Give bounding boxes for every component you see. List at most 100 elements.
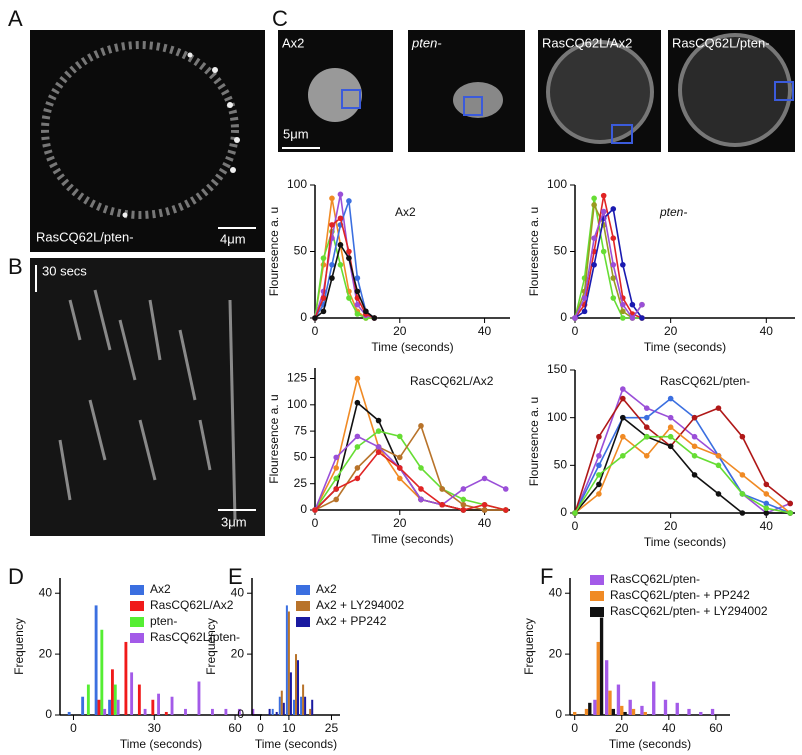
data-point bbox=[371, 315, 378, 321]
data-point bbox=[375, 449, 382, 455]
bar bbox=[86, 684, 90, 715]
data-point bbox=[333, 454, 339, 461]
series-line bbox=[314, 401, 506, 511]
data-point bbox=[763, 491, 770, 497]
panel-label: A bbox=[8, 6, 23, 31]
data-point bbox=[320, 255, 327, 261]
bar bbox=[237, 708, 241, 715]
bar bbox=[251, 708, 255, 715]
data-point bbox=[581, 308, 588, 315]
data-point bbox=[363, 308, 369, 315]
data-point bbox=[600, 192, 607, 199]
data-point bbox=[460, 507, 467, 513]
data-point bbox=[375, 444, 382, 450]
x-tick-label: 30 bbox=[148, 721, 162, 735]
data-point bbox=[787, 500, 794, 507]
data-point bbox=[502, 507, 509, 513]
bar bbox=[278, 696, 281, 715]
bar bbox=[652, 681, 656, 715]
roi-box bbox=[774, 81, 794, 101]
data-point bbox=[610, 295, 617, 301]
image-label: RasCQ62L/pten- bbox=[36, 229, 134, 244]
x-axis-label: Time (seconds) bbox=[371, 340, 453, 354]
data-point bbox=[375, 428, 382, 434]
data-point bbox=[439, 501, 445, 508]
chart-title: pten- bbox=[659, 205, 687, 219]
series-line bbox=[314, 430, 506, 511]
bar bbox=[113, 684, 117, 715]
data-point bbox=[643, 405, 650, 411]
x-axis-label: Time (seconds) bbox=[644, 535, 726, 549]
bar bbox=[309, 708, 312, 715]
x-tick-label: 20 bbox=[393, 324, 407, 338]
bar bbox=[67, 711, 71, 715]
data-point bbox=[460, 496, 467, 503]
x-tick-label: 60 bbox=[709, 721, 723, 735]
data-point bbox=[715, 405, 722, 411]
bar bbox=[616, 684, 621, 715]
data-point bbox=[329, 222, 335, 228]
bar bbox=[311, 699, 314, 715]
x-tick-label: 40 bbox=[478, 516, 492, 530]
legend-label: RasCQ62L/pten- + PP242 bbox=[610, 588, 750, 602]
y-tick-label: 0 bbox=[300, 502, 307, 516]
x-axis-label: Time (seconds) bbox=[609, 737, 691, 751]
y-tick-label: 0 bbox=[560, 505, 567, 519]
data-point bbox=[481, 501, 488, 508]
data-point bbox=[610, 275, 617, 281]
data-point bbox=[629, 301, 636, 308]
bar bbox=[124, 641, 128, 715]
bar bbox=[584, 708, 589, 715]
data-point bbox=[329, 275, 335, 281]
data-point bbox=[354, 433, 361, 440]
y-tick-label: 40 bbox=[39, 585, 53, 599]
cell-outline bbox=[41, 41, 239, 219]
series-line bbox=[574, 387, 791, 514]
data-point bbox=[629, 315, 636, 321]
series-line bbox=[314, 375, 506, 511]
legend-swatch bbox=[590, 575, 604, 585]
data-point bbox=[333, 496, 339, 503]
data-point bbox=[481, 507, 488, 513]
y-tick-label: 40 bbox=[231, 585, 245, 599]
x-tick-label: 20 bbox=[664, 519, 678, 533]
y-tick-label: 0 bbox=[555, 707, 562, 721]
bar bbox=[643, 711, 647, 715]
image-label: RasCQ62L/Ax2 bbox=[542, 35, 632, 50]
data-point bbox=[620, 386, 626, 392]
bar bbox=[573, 711, 577, 715]
bar bbox=[605, 660, 609, 715]
data-point bbox=[418, 486, 424, 492]
data-point bbox=[620, 262, 626, 268]
data-point bbox=[691, 443, 698, 450]
data-point bbox=[620, 395, 626, 402]
data-point bbox=[596, 453, 602, 459]
data-point bbox=[354, 475, 361, 482]
data-point bbox=[620, 315, 626, 321]
bar bbox=[287, 611, 290, 715]
data-point bbox=[581, 295, 588, 301]
data-point bbox=[418, 496, 424, 503]
bar bbox=[81, 696, 85, 715]
panel-label: C bbox=[272, 6, 288, 31]
bar bbox=[297, 660, 300, 715]
data-point bbox=[715, 453, 722, 459]
data-point bbox=[639, 315, 645, 321]
data-point bbox=[418, 423, 424, 429]
data-point bbox=[572, 315, 578, 321]
legend-label: RasCQ62L/pten- bbox=[150, 630, 240, 644]
puncta bbox=[122, 52, 240, 218]
bar bbox=[170, 696, 174, 715]
legend-swatch bbox=[296, 601, 310, 611]
data-point bbox=[763, 510, 770, 516]
data-point bbox=[739, 433, 746, 440]
data-point bbox=[312, 315, 318, 321]
bar bbox=[275, 711, 278, 715]
bar bbox=[699, 711, 703, 715]
legend-label: RasCQ62L/pten- bbox=[610, 572, 700, 586]
bar bbox=[608, 690, 612, 715]
legend-swatch bbox=[130, 585, 144, 595]
y-tick-label: 50 bbox=[554, 244, 568, 258]
bar bbox=[108, 699, 112, 715]
data-point bbox=[396, 433, 403, 440]
